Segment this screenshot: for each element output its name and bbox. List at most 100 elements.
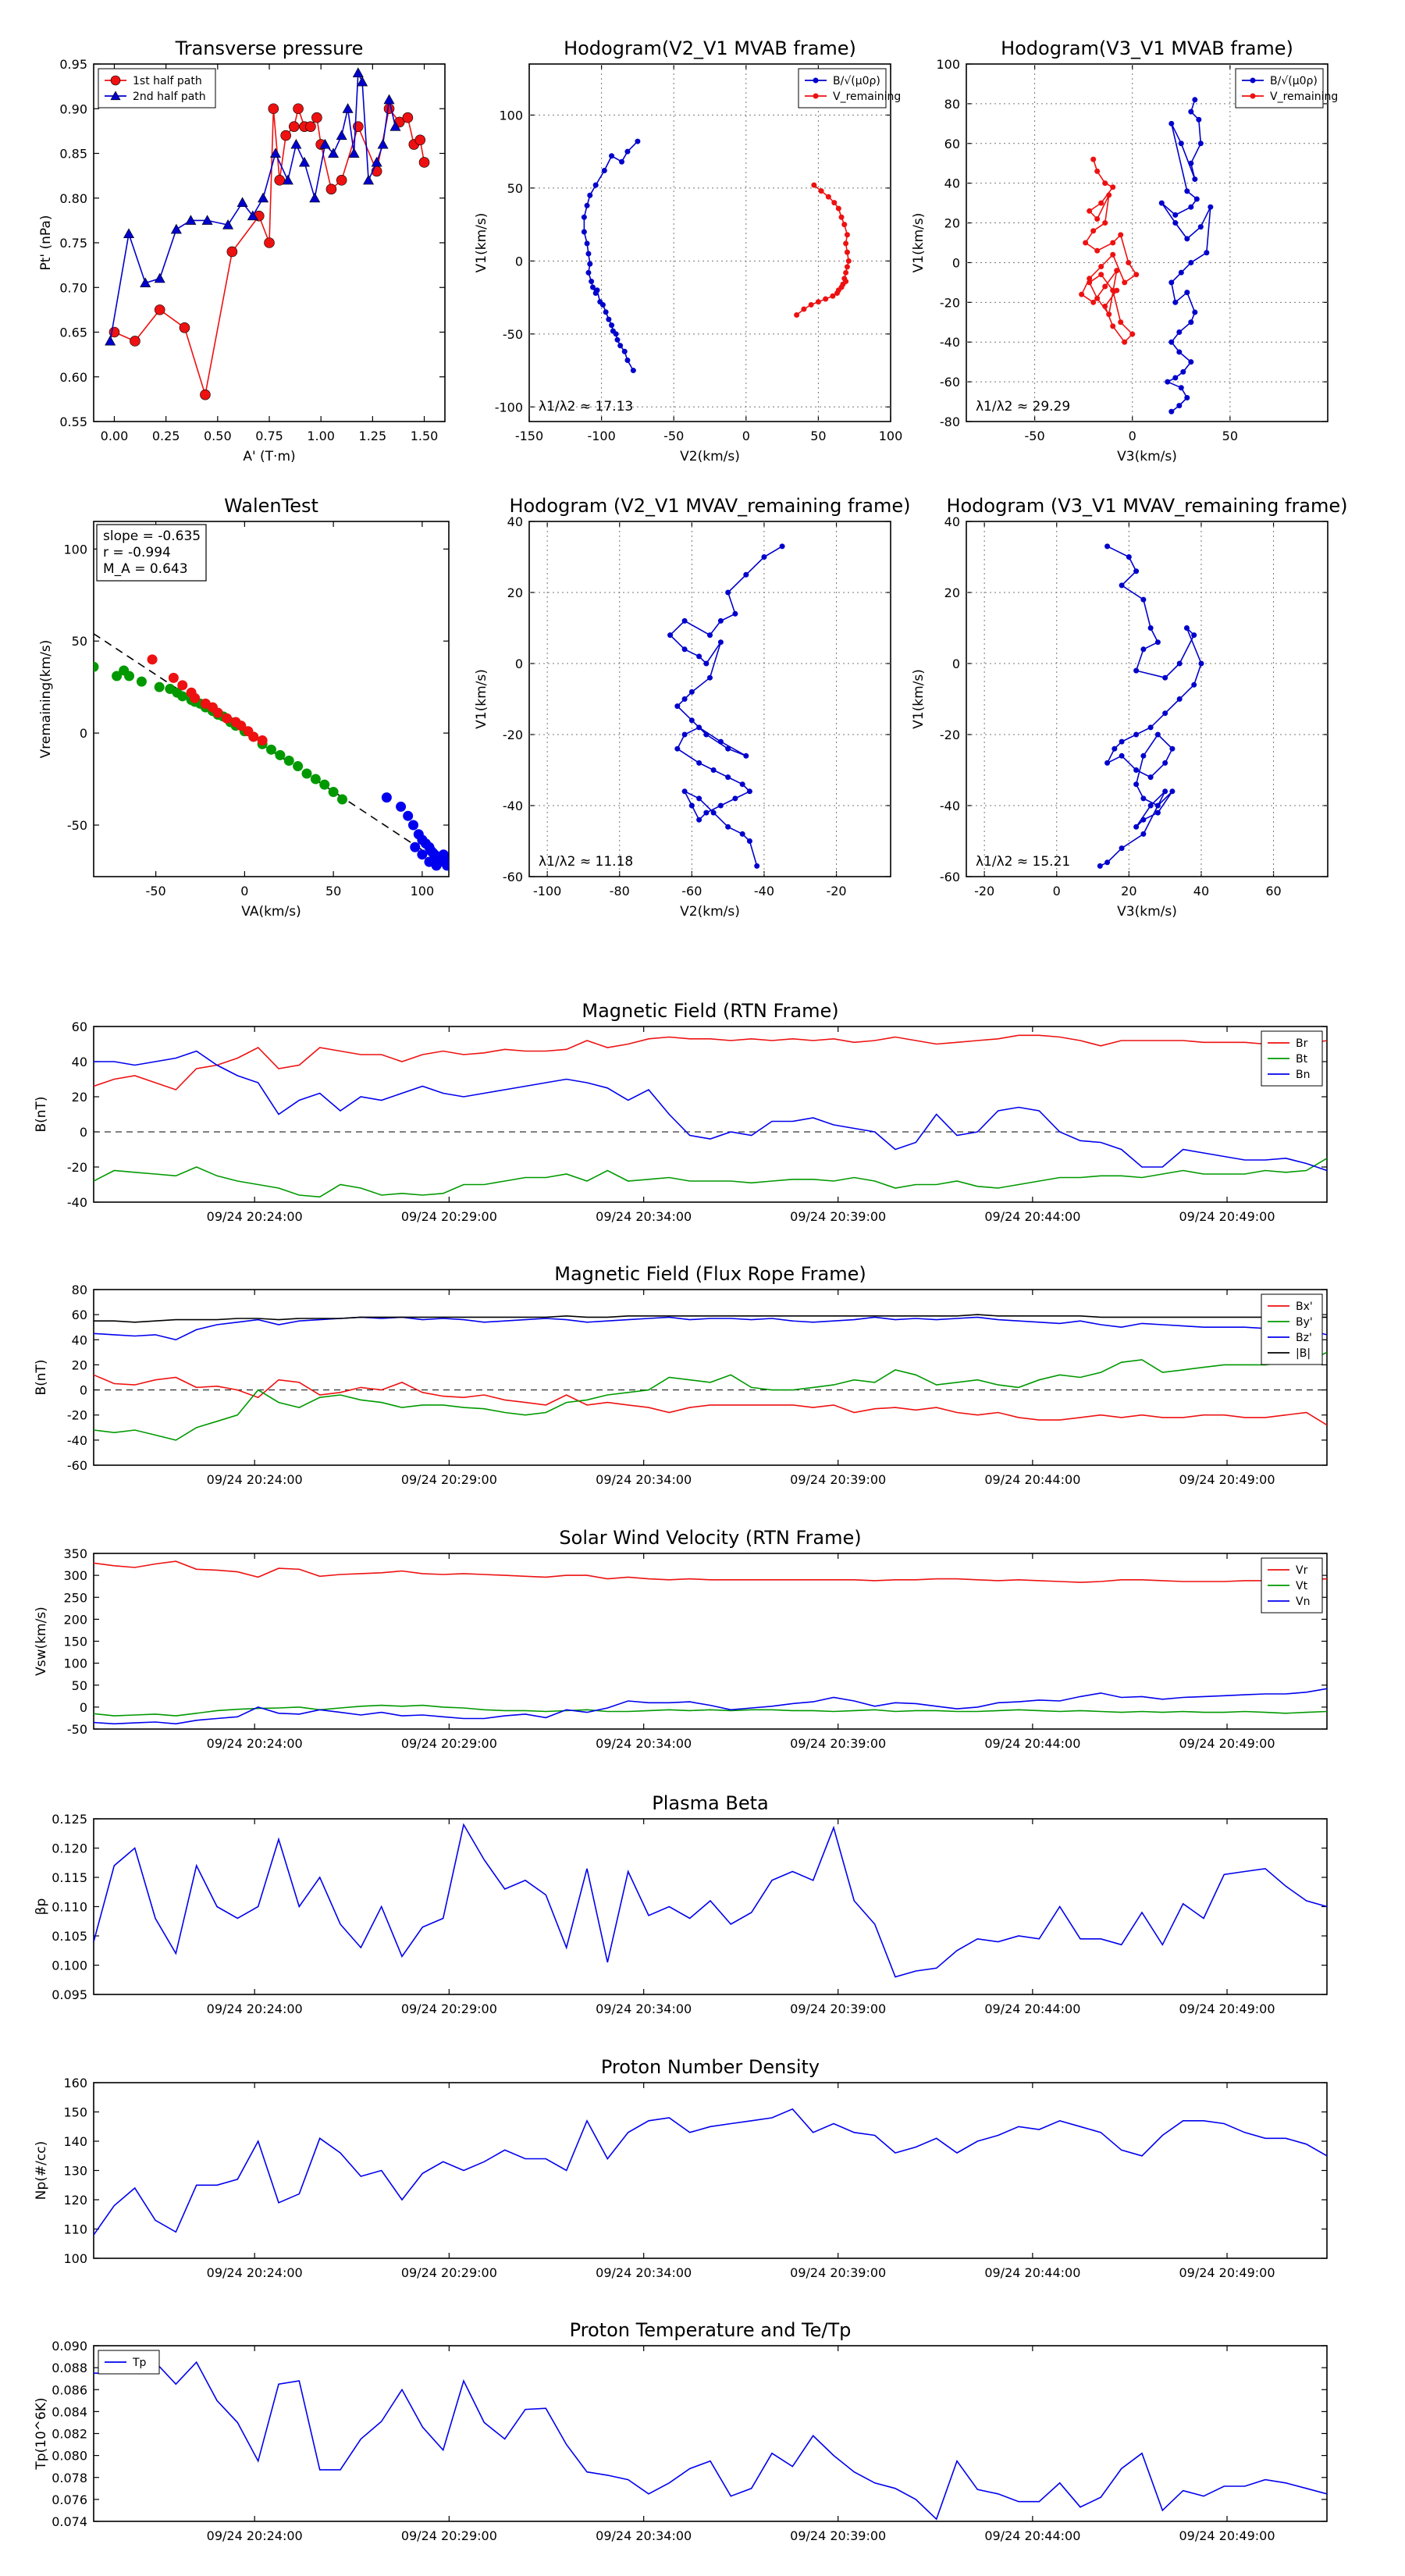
data-point [1119,845,1125,852]
chart-title: Proton Number Density [601,2056,820,2078]
scatter-point [328,787,339,798]
y-tick-label: -40 [940,799,960,813]
series-line-0 [94,2361,1327,2521]
y-tick-label: 0.65 [59,326,87,340]
scatter-point [293,761,304,772]
data-point [1098,200,1104,206]
scatter-point [310,774,321,785]
data-point [1119,753,1125,759]
scatter-point [222,713,233,724]
data-point [1198,660,1204,667]
y-tick-label: 100 [936,57,960,72]
data-point [325,183,337,195]
series-line-0 [94,1560,1327,1583]
y-axis-label: Pt' (nPa) [38,215,54,271]
legend-box [1235,68,1324,109]
data-point [319,138,331,149]
legend: Br Bt Bn [1261,1030,1323,1087]
data-point [717,802,724,809]
scatter-point [168,672,179,683]
data-point [1090,228,1097,234]
x-tick-label: -20 [974,884,994,898]
chart-hodo_v2v1_mvav: Hodogram (V2_V1 MVAV_remaining frame) -60… [474,495,911,920]
chart-title: Plasma Beta [652,1792,768,1814]
data-point [779,543,785,550]
x-tick-label: 40 [1193,884,1209,898]
y-tick-label: 0.95 [59,57,87,72]
data-point [815,299,821,305]
data-point [1184,394,1190,400]
y-tick-label: 0 [80,726,87,741]
data-point [1126,554,1132,560]
data-point [710,767,717,773]
x-tick-label: 09/24 20:44:00 [984,1472,1080,1487]
data-point [1122,339,1128,345]
x-tick-label: 100 [879,429,903,443]
data-point [311,112,322,123]
data-point [1133,568,1140,575]
data-point [1110,287,1116,294]
series-line-2 [94,1688,1327,1725]
data-point [342,103,354,113]
data-point [1094,215,1101,222]
data-point [1140,596,1147,603]
x-tick-label: 09/24 20:44:00 [984,2265,1080,2280]
data-point [1204,250,1210,256]
x-tick-label: 09/24 20:39:00 [790,1209,886,1224]
data-point [1176,696,1183,702]
y-tick-label: 0 [80,1125,87,1140]
data-point [1208,204,1214,210]
data-point [739,781,745,788]
data-point [844,232,850,238]
data-point [1188,109,1194,115]
data-point [383,103,395,115]
data-point [703,660,710,667]
x-tick-label: 09/24 20:24:00 [207,1472,303,1487]
y-tick-label: -40 [940,335,960,350]
data-point [1087,279,1093,286]
data-point [179,322,190,333]
data-point [710,809,717,816]
data-point [1158,200,1165,206]
legend-box [98,68,216,109]
y-tick-label: 0 [515,254,523,269]
chart-title: Hodogram (V3_V1 MVAV_remaining frame) [946,495,1347,517]
y-tick-label: 0.110 [52,1900,87,1915]
data-point [584,240,590,247]
scatter-point [301,768,312,779]
data-point [201,215,213,225]
data-point [1094,168,1101,174]
y-tick-label: -50 [503,327,523,342]
data-point [377,138,389,149]
legend: Bx' By' Bz' |B| [1261,1293,1323,1365]
legend-label: V_remaining [1270,91,1338,103]
data-point [1133,767,1140,773]
data-point [1090,156,1097,162]
data-point [1184,236,1190,242]
y-tick-label: 50 [72,634,87,649]
data-point [1165,379,1171,385]
data-point [1191,632,1197,639]
y-tick-label: -60 [503,870,523,884]
data-point [739,831,745,837]
data-point [1154,809,1161,816]
data-point [1154,731,1161,738]
data-point [1172,212,1179,218]
data-point [1104,543,1111,550]
scatter-point [257,735,268,746]
data-point [1133,824,1140,830]
data-point [601,167,607,173]
data-point [185,215,197,225]
x-axis-label: V3(km/s) [1117,904,1177,920]
legend: Tp [98,2350,160,2375]
data-point [170,223,182,234]
legend-label: |B| [1296,1347,1311,1360]
y-axis-label: V1(km/s) [474,669,489,729]
data-point [613,331,619,337]
data-point [838,214,845,220]
y-axis-label: Tp(10^6K) [34,2397,49,2470]
data-point [635,138,641,144]
x-tick-label: 1.25 [359,429,387,443]
data-point [352,67,364,77]
series-line-1 [94,1158,1327,1198]
